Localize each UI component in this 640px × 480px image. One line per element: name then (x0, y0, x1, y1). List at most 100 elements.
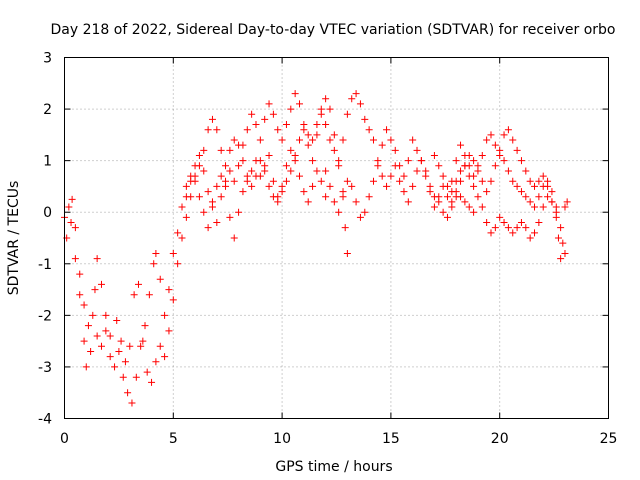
data-point (269, 193, 277, 201)
data-point (383, 126, 391, 134)
data-point (348, 95, 356, 103)
data-point (387, 136, 395, 144)
data-point (148, 378, 156, 386)
data-point (256, 157, 264, 165)
data-point (461, 151, 469, 159)
data-point (178, 203, 186, 211)
data-point (239, 188, 247, 196)
data-point (561, 203, 569, 211)
data-point (243, 172, 251, 180)
data-point (557, 224, 565, 232)
data-point (287, 146, 295, 154)
data-point (115, 347, 123, 355)
data-point (156, 342, 164, 350)
data-point (517, 188, 525, 196)
data-point (343, 177, 351, 185)
data-point (76, 270, 84, 278)
data-point (161, 353, 169, 361)
data-point (369, 136, 377, 144)
data-point (130, 291, 138, 299)
data-point (152, 358, 160, 366)
data-point (531, 229, 539, 237)
data-point (213, 126, 221, 134)
data-point (439, 208, 447, 216)
data-point (443, 213, 451, 221)
data-point (235, 162, 243, 170)
data-point (65, 203, 73, 211)
data-point (435, 198, 443, 206)
data-point (559, 239, 567, 247)
data-point (300, 188, 308, 196)
data-point (226, 213, 234, 221)
data-point (322, 167, 330, 175)
data-point (291, 151, 299, 159)
data-point (443, 193, 451, 201)
data-point (200, 146, 208, 154)
data-point (509, 177, 517, 185)
data-point (248, 167, 256, 175)
data-point (504, 167, 512, 175)
data-point (174, 260, 182, 268)
data-point (80, 301, 88, 309)
data-point (361, 115, 369, 123)
data-point (422, 167, 430, 175)
data-point (430, 151, 438, 159)
data-point (313, 121, 321, 129)
data-point (317, 177, 325, 185)
data-point (200, 167, 208, 175)
data-point (526, 234, 534, 242)
data-point (461, 198, 469, 206)
data-point (356, 100, 364, 108)
y-axis-label: SDTVAR / TECUs (6, 181, 22, 296)
data-point (248, 182, 256, 190)
data-point (291, 90, 299, 98)
data-point (111, 363, 119, 371)
data-point (413, 167, 421, 175)
data-point (522, 167, 530, 175)
y-tick-label: 3 (43, 51, 52, 67)
data-point (296, 100, 304, 108)
data-point (430, 203, 438, 211)
data-point (304, 131, 312, 139)
data-point (156, 275, 164, 283)
data-point (152, 249, 160, 257)
data-point (178, 234, 186, 242)
data-point (165, 327, 173, 335)
series-trace-d (322, 126, 569, 257)
data-point (483, 219, 491, 227)
data-point (387, 172, 395, 180)
data-point (522, 193, 530, 201)
data-point (165, 286, 173, 294)
data-point (504, 126, 512, 134)
data-point (557, 255, 565, 263)
data-point (500, 157, 508, 165)
data-point (309, 136, 317, 144)
data-point (304, 198, 312, 206)
data-point (278, 136, 286, 144)
data-point (517, 157, 525, 165)
data-point (195, 193, 203, 201)
data-point (93, 332, 101, 340)
data-point (243, 126, 251, 134)
data-point (365, 126, 373, 134)
data-point (282, 121, 290, 129)
data-point (195, 162, 203, 170)
data-point (187, 177, 195, 185)
data-point (448, 177, 456, 185)
data-point (526, 198, 534, 206)
data-point (71, 255, 79, 263)
data-point (143, 368, 151, 376)
data-point (417, 157, 425, 165)
data-point (539, 172, 547, 180)
data-point (208, 198, 216, 206)
data-point (82, 363, 90, 371)
data-point (137, 342, 145, 350)
data-point (102, 327, 110, 335)
data-point (67, 219, 75, 227)
data-point (145, 291, 153, 299)
data-point (352, 198, 360, 206)
plot-frame (64, 57, 609, 419)
data-point (106, 332, 114, 340)
data-point (443, 182, 451, 190)
data-point (409, 182, 417, 190)
